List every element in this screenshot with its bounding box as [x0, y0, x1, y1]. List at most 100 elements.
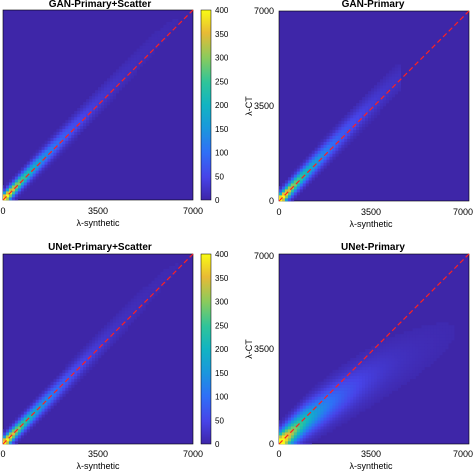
heat-cell [279, 192, 283, 196]
heat-cell [371, 375, 375, 379]
heat-cell [29, 426, 33, 430]
heat-cell [109, 340, 114, 344]
heat-cell [400, 363, 404, 368]
heat-cell [335, 396, 339, 400]
heat-cell [323, 399, 327, 403]
heat-cell [347, 363, 351, 368]
heat-cell [359, 366, 363, 371]
heat-cell [374, 393, 378, 397]
heat-cell [362, 363, 366, 368]
colorbar-tick-label: 400 [215, 6, 229, 15]
heat-cell [98, 110, 102, 115]
heat-cell [308, 402, 312, 406]
heat-cell [329, 135, 333, 139]
heat-cell [347, 369, 351, 374]
heat-cell [409, 346, 413, 350]
heat-cell [448, 325, 452, 329]
heat-cell [44, 152, 48, 156]
heat-cell [293, 432, 298, 436]
heat-cell [29, 411, 33, 415]
heat-cell [160, 30, 164, 35]
heat-cell [136, 301, 140, 305]
heat-cell [317, 414, 321, 418]
heat-cell [385, 343, 390, 347]
heat-cell [376, 346, 381, 350]
heat-cell [430, 357, 434, 362]
heat-cell [400, 349, 404, 353]
heat-cell [56, 375, 60, 379]
heat-cell [323, 141, 327, 145]
colorbar-tick-label: 150 [215, 369, 229, 378]
identity-line [2, 253, 194, 445]
heat-cell [124, 322, 128, 326]
heat-cell [338, 414, 342, 418]
heat-cell [154, 280, 158, 284]
heat-cell [335, 393, 339, 397]
heat-cell [26, 182, 31, 186]
heat-cell [382, 387, 387, 391]
heat-cell [451, 331, 455, 335]
heat-cell [371, 346, 375, 350]
heat-cell [320, 420, 324, 424]
heat-cell [391, 360, 396, 365]
heat-cell [418, 357, 422, 362]
heat-cell [332, 405, 336, 409]
heat-cell [302, 435, 307, 439]
heat-cell [287, 426, 292, 430]
heat-cell [415, 354, 419, 359]
heat-cell [323, 414, 327, 418]
heat-cell [65, 390, 69, 394]
heat-cell [362, 384, 366, 388]
heat-cell [314, 420, 318, 424]
heat-cell [341, 417, 345, 421]
heat-cell [379, 378, 384, 382]
heat-cell [296, 441, 301, 445]
heat-cell [388, 384, 393, 388]
heat-cell [47, 161, 51, 165]
heat-cell [293, 186, 298, 190]
heat-cell [374, 375, 378, 379]
heat-cell [326, 393, 330, 397]
heat-cell [172, 268, 176, 273]
colorbar-tick-label: 0 [215, 440, 220, 449]
heat-cell [368, 366, 372, 371]
heat-cell [71, 134, 75, 138]
heat-cell [59, 125, 63, 130]
heat-cell [320, 381, 324, 385]
heat-cell [362, 126, 366, 131]
heat-cell [305, 168, 309, 172]
heat-cell [412, 349, 416, 353]
heat-cell [359, 363, 363, 368]
heat-cell [77, 110, 81, 115]
heat-cell [418, 343, 422, 347]
heat-cell [356, 408, 360, 412]
heat-cell [400, 378, 404, 382]
heat-cell [317, 168, 321, 172]
heat-cell [341, 414, 345, 418]
heat-cell [412, 351, 416, 356]
heat-cell [311, 432, 315, 436]
heat-cell [109, 331, 114, 335]
heat-cell [391, 378, 396, 382]
heat-cell [287, 198, 292, 202]
heat-cell [323, 165, 327, 169]
heat-cell [74, 125, 78, 130]
heat-cell [376, 378, 381, 382]
heat-cell [74, 119, 78, 124]
heat-cell [17, 182, 22, 186]
heat-cell [29, 405, 33, 409]
heat-cell [41, 146, 45, 150]
heat-cell [148, 283, 152, 287]
heat-cell [436, 334, 440, 338]
heat-cell [92, 93, 96, 97]
heat-cell [100, 331, 105, 335]
heat-cell [56, 128, 60, 133]
heat-cell [379, 387, 384, 391]
heat-cell [323, 432, 327, 436]
heat-cell [314, 417, 318, 421]
heat-cell [106, 87, 111, 91]
heat-cell [371, 384, 375, 388]
heat-cell [109, 96, 114, 100]
heat-cell [86, 99, 90, 103]
heat-cell [376, 351, 381, 356]
